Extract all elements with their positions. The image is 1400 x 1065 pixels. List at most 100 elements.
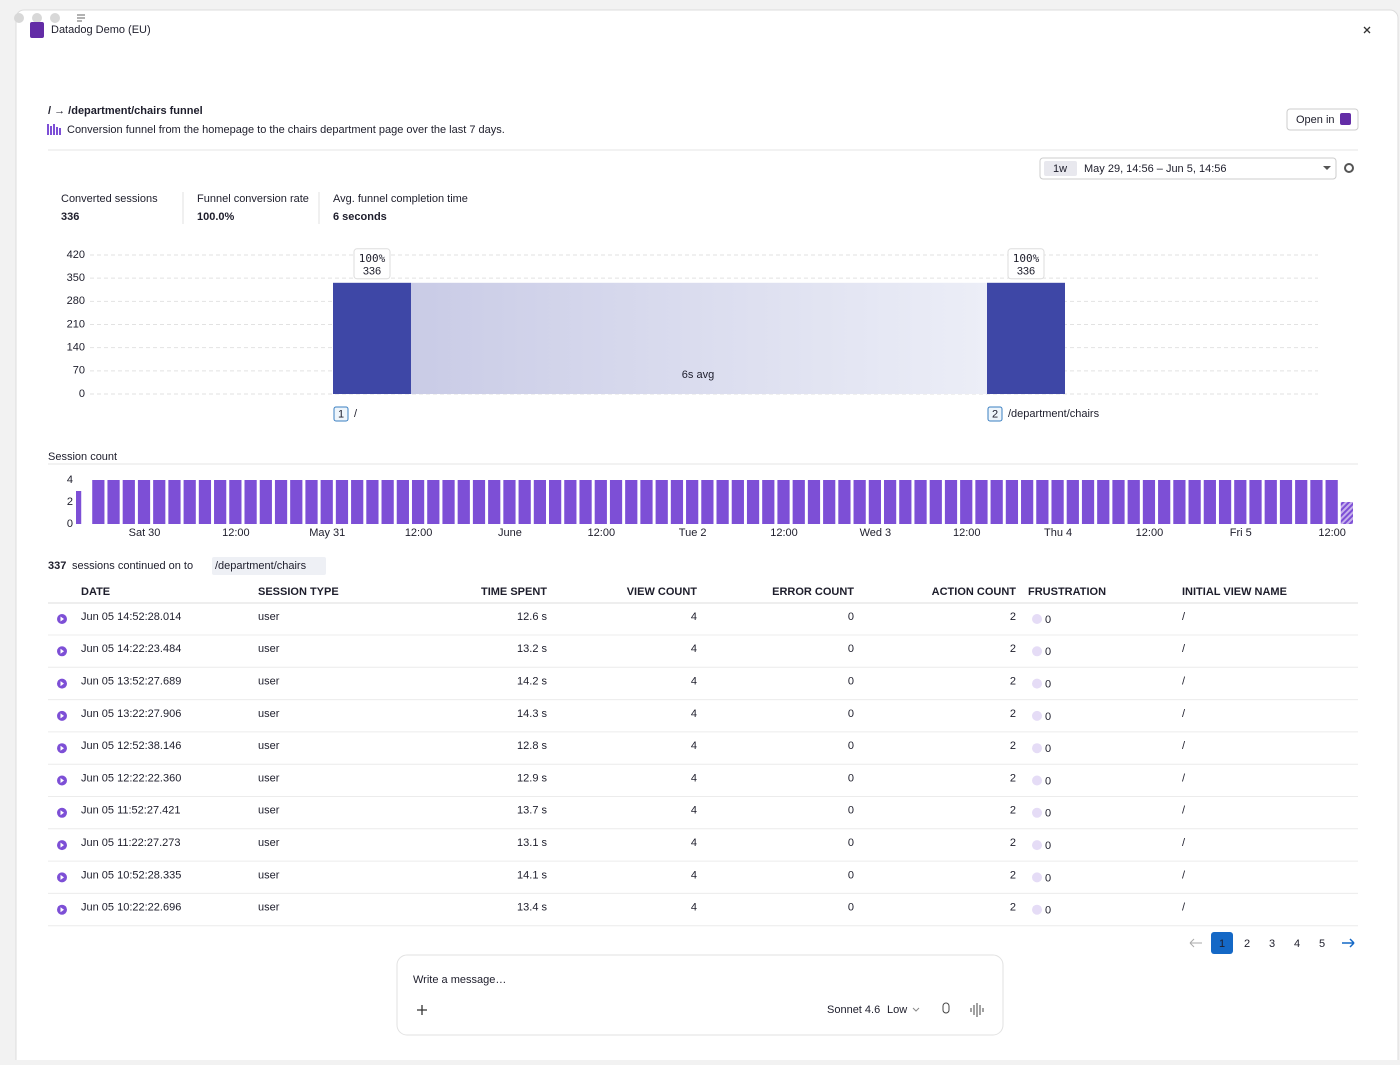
cell: 0	[848, 837, 854, 849]
session-bar	[274, 480, 288, 524]
preset: 1w	[1053, 163, 1067, 175]
column-header[interactable]: DATE	[81, 586, 110, 598]
column-header[interactable]: ACTION COUNT	[932, 586, 1017, 598]
column-header[interactable]: FRUSTRATION	[1028, 586, 1106, 598]
step-badge	[333, 406, 349, 422]
frustration-icon	[1032, 710, 1042, 721]
composer-placeholder[interactable]: Write a message…	[413, 974, 506, 986]
cell: 0	[848, 643, 854, 655]
x-tick-label: 12:00	[1318, 527, 1346, 539]
play-triangle	[60, 907, 64, 913]
voice-icon[interactable]	[970, 1003, 984, 1017]
close-button[interactable]	[1363, 26, 1371, 34]
session-bar	[883, 480, 897, 524]
page-number[interactable]: 1	[1219, 938, 1225, 950]
menu-icon[interactable]	[77, 14, 85, 22]
column-header[interactable]: TIME SPENT	[481, 586, 547, 598]
cell[interactable]: Jun 05 10:52:28.335	[81, 869, 181, 881]
add-button[interactable]	[417, 1005, 427, 1015]
prev-arrow[interactable]	[1189, 938, 1202, 948]
page-number[interactable]: 5	[1319, 938, 1325, 950]
session-bar	[259, 480, 272, 524]
bar-label-box	[353, 248, 391, 280]
frustration-count: 0	[1045, 743, 1051, 755]
cell[interactable]: Jun 05 12:22:22.360	[81, 772, 181, 784]
cell[interactable]: Jun 05 10:22:22.696	[81, 902, 181, 914]
session-bar	[1036, 480, 1049, 524]
composer[interactable]	[396, 954, 1004, 1036]
page-number[interactable]: 4	[1294, 938, 1300, 950]
window-button[interactable]	[32, 13, 42, 23]
session-bar	[518, 480, 531, 524]
frustration-count: 0	[1045, 775, 1051, 787]
play-triangle	[60, 778, 64, 783]
session-bar	[396, 480, 409, 524]
column-header[interactable]: SESSION TYPE	[258, 586, 339, 598]
session-bar	[1249, 480, 1262, 524]
cell[interactable]: Jun 05 14:22:23.484	[81, 643, 181, 655]
column-header[interactable]: ERROR COUNT	[772, 586, 854, 598]
session-bar	[1295, 480, 1308, 524]
session-bar	[731, 480, 744, 524]
frustration-icon	[1032, 840, 1042, 851]
session-bar	[183, 480, 196, 524]
play-triangle	[60, 745, 64, 751]
cell[interactable]: Jun 05 14:52:28.014	[81, 611, 181, 623]
cell: 2	[1010, 643, 1016, 655]
session-bar	[1264, 480, 1277, 524]
session-bar	[92, 480, 105, 524]
cell[interactable]: Jun 05 13:52:27.689	[81, 676, 181, 688]
cell[interactable]: Jun 05 13:22:27.906	[81, 708, 181, 720]
frustration-count: 0	[1045, 840, 1051, 852]
next-arrow[interactable]	[1342, 938, 1355, 948]
description: Conversion funnel from the homepage to t…	[67, 124, 505, 136]
column-header[interactable]: VIEW COUNT	[627, 586, 698, 598]
session-bar	[351, 480, 364, 524]
session-bar	[990, 480, 1003, 524]
time-picker[interactable]	[1039, 157, 1337, 180]
cell: 2	[1010, 837, 1016, 849]
page-number[interactable]: 2	[1244, 938, 1250, 950]
play-triangle	[60, 681, 64, 687]
cell[interactable]: Jun 05 11:52:27.421	[81, 805, 181, 817]
session-bar	[899, 480, 912, 524]
window-button[interactable]	[50, 13, 60, 23]
cell: 13.1 s	[517, 837, 547, 849]
settings-icon[interactable]	[1344, 163, 1354, 173]
mic-icon[interactable]	[942, 1002, 950, 1014]
page-number[interactable]: 3	[1269, 938, 1275, 950]
cell: 2	[1010, 708, 1016, 720]
column-header[interactable]: INITIAL VIEW NAME	[1182, 586, 1287, 598]
summary-target[interactable]: /department/chairs	[215, 560, 307, 572]
session-bar	[427, 480, 440, 524]
frustration-count: 0	[1045, 872, 1051, 884]
y-tick-label: 4	[67, 474, 73, 486]
session-bar	[716, 480, 729, 524]
x-tick-label: Sat 30	[129, 527, 161, 539]
frustration-count: 0	[1045, 808, 1051, 820]
model-name[interactable]: Sonnet 4.6	[827, 1004, 880, 1016]
effort[interactable]: Low	[887, 1004, 907, 1016]
session-bar	[1173, 480, 1186, 524]
cell[interactable]: Jun 05 12:52:38.146	[81, 740, 181, 752]
frustration-icon	[1032, 743, 1042, 754]
cell: 4	[691, 805, 697, 817]
session-bar	[290, 480, 303, 524]
y-tick-label: 140	[67, 342, 85, 354]
logo	[30, 22, 44, 38]
session-bar	[1203, 480, 1216, 524]
session-bar	[762, 480, 775, 524]
session-bar	[305, 480, 318, 524]
cell: 0	[848, 708, 854, 720]
cell: user	[258, 805, 280, 817]
cell: 0	[848, 740, 854, 752]
cell[interactable]: Jun 05 11:22:27.273	[81, 837, 181, 849]
session-bar	[214, 480, 227, 524]
session-bar	[1081, 480, 1095, 524]
session-bar	[686, 480, 699, 524]
window-title: Datadog Demo (EU)	[51, 24, 151, 36]
window-button[interactable]	[14, 13, 24, 23]
cell: 2	[1010, 869, 1016, 881]
cell: /	[1182, 902, 1186, 914]
session-bar	[1340, 502, 1353, 524]
